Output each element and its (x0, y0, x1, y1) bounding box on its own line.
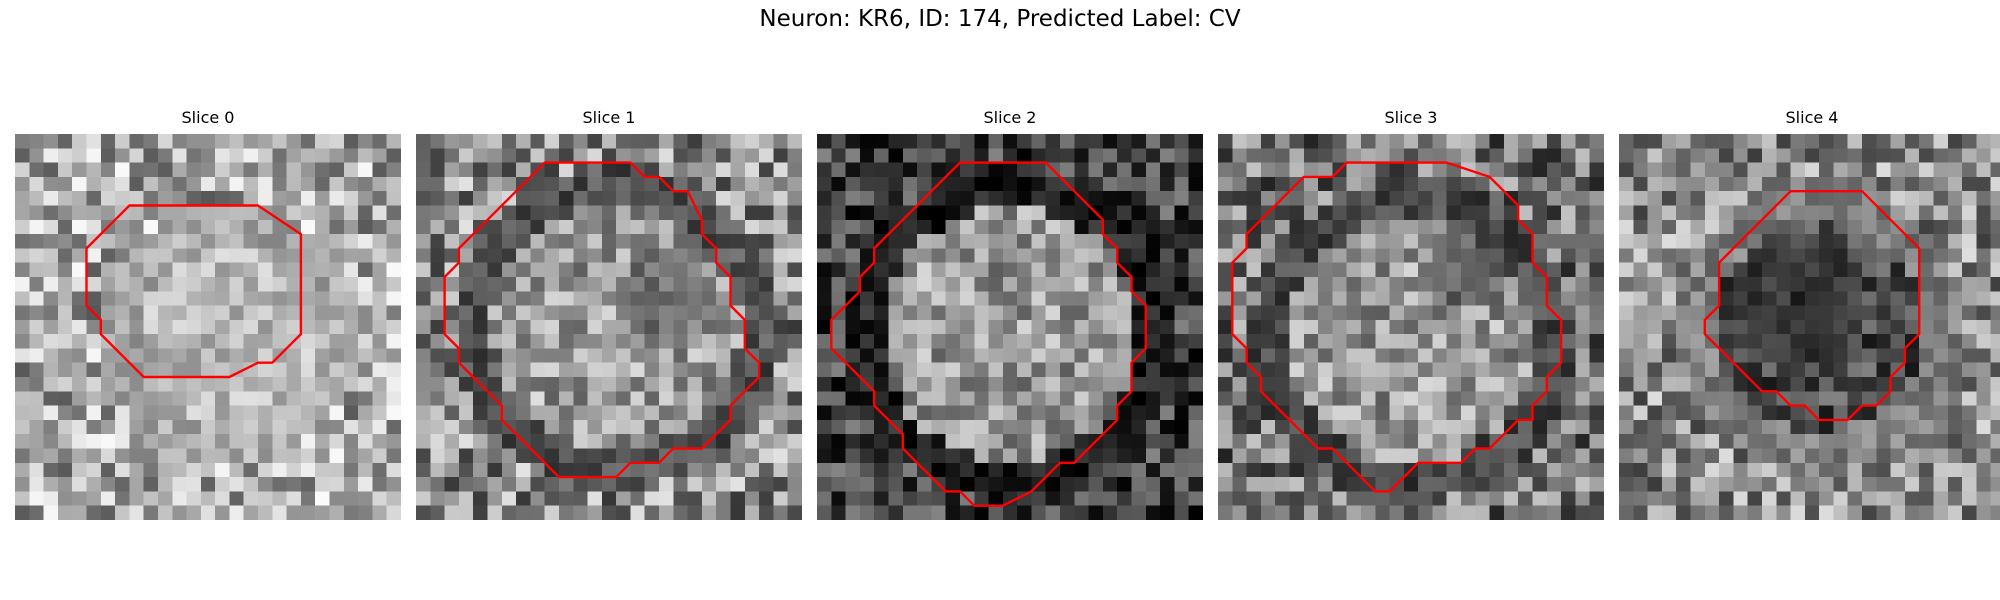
slice-image (416, 134, 802, 520)
slice-title: Slice 2 (817, 108, 1203, 127)
slice-title: Slice 1 (416, 108, 802, 127)
slice-title: Slice 3 (1218, 108, 1604, 127)
slice-image (15, 134, 401, 520)
slice-title: Slice 0 (15, 108, 401, 127)
figure-title: Neuron: KR6, ID: 174, Predicted Label: C… (0, 6, 2000, 32)
slice-image (817, 134, 1203, 520)
slice-image (1619, 134, 2000, 520)
slice-title: Slice 4 (1619, 108, 2000, 127)
slice-image (1218, 134, 1604, 520)
